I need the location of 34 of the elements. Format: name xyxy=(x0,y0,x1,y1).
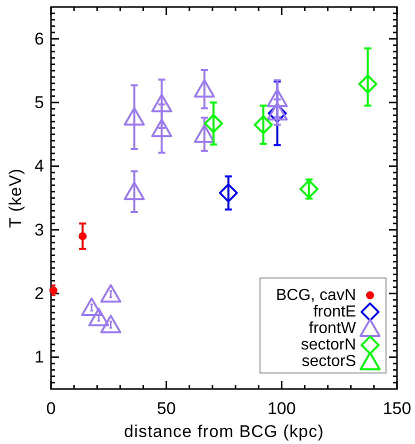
point xyxy=(254,115,273,134)
y-tick-label: 2 xyxy=(34,284,44,303)
point xyxy=(358,74,378,94)
point xyxy=(218,183,238,202)
y-tick-label: 6 xyxy=(34,29,44,48)
point xyxy=(81,298,102,316)
point xyxy=(124,182,145,200)
point xyxy=(299,180,318,199)
point xyxy=(100,284,122,303)
legend-label: BCG, cavN xyxy=(276,286,356,304)
point xyxy=(78,232,87,240)
y-tick-label: 4 xyxy=(34,156,44,176)
point xyxy=(266,88,288,108)
x-tick-label: 100 xyxy=(267,399,296,418)
point xyxy=(204,114,223,134)
point xyxy=(151,94,172,112)
legend-label: frontE xyxy=(313,303,356,320)
point xyxy=(194,124,215,143)
legend-label: sectorS xyxy=(302,353,356,370)
legend-label: frontW xyxy=(308,320,357,337)
point xyxy=(100,314,122,334)
x-tick-label: 150 xyxy=(382,399,412,418)
point xyxy=(151,118,172,138)
point xyxy=(194,79,215,98)
point xyxy=(124,107,145,126)
x-axis-title: distance from BCG (kpc) xyxy=(124,422,324,441)
x-tick-label: 0 xyxy=(46,399,56,418)
x-tick-label: 50 xyxy=(156,399,176,418)
y-tick-label: 5 xyxy=(34,93,44,112)
y-tick-label: 1 xyxy=(34,348,44,367)
point xyxy=(88,308,110,326)
y-axis-title: T (keV) xyxy=(6,168,25,228)
y-tick-label: 3 xyxy=(34,220,44,240)
legend-label: sectorN xyxy=(300,336,356,354)
